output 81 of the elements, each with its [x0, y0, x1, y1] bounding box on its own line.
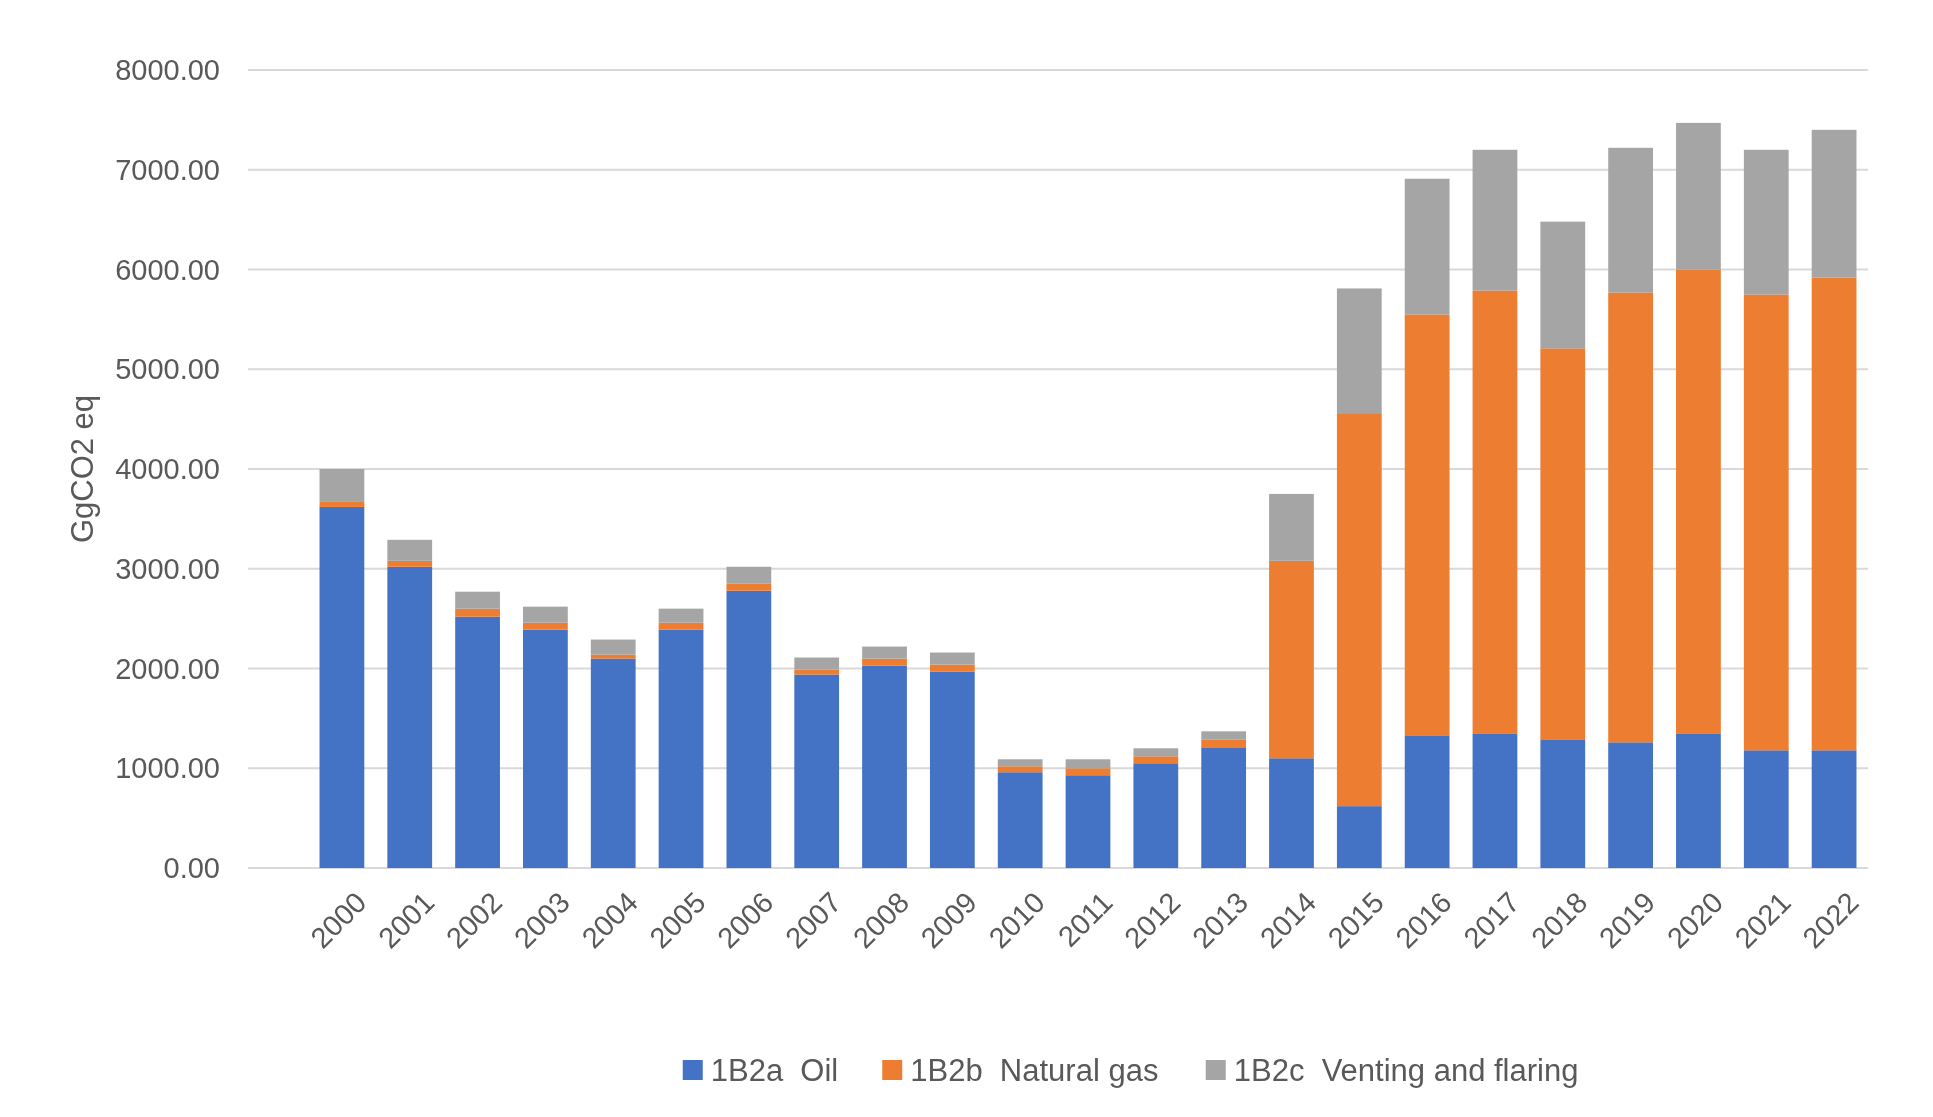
y-tick-label: 0.00 [163, 852, 220, 885]
y-tick-label: 7000.00 [115, 153, 220, 186]
bar [590, 658, 636, 868]
bar [1540, 348, 1586, 740]
bar [1065, 768, 1111, 776]
y-tick-label: 2000.00 [115, 652, 220, 685]
bar [590, 654, 636, 659]
bar [387, 566, 433, 868]
bar [997, 766, 1043, 773]
y-tick-label: 4000.00 [115, 453, 220, 486]
bar [455, 608, 500, 617]
bar [997, 759, 1043, 767]
bar [1743, 149, 1789, 295]
bar [997, 772, 1043, 868]
bar [1269, 493, 1314, 561]
legend-label: 1B2a Oil [710, 1052, 839, 1088]
bar [319, 501, 365, 507]
bar [1269, 560, 1314, 759]
bar [1201, 739, 1247, 748]
bar [319, 506, 365, 868]
bar [658, 622, 704, 630]
legend-label: 1B2b Natural gas [910, 1052, 1159, 1088]
bar [1201, 747, 1247, 868]
bar [726, 566, 772, 584]
bar [1676, 269, 1721, 734]
y-tick-label: 6000.00 [115, 253, 220, 286]
bar [794, 669, 840, 675]
bar [1743, 750, 1789, 868]
bar [1336, 413, 1382, 807]
bar [1608, 147, 1653, 293]
bar [794, 657, 840, 670]
bar [319, 469, 365, 502]
bar [862, 665, 907, 868]
bar [1065, 775, 1111, 868]
bar [1472, 149, 1518, 291]
bar [1133, 763, 1179, 868]
bar [726, 583, 772, 591]
bar [523, 629, 568, 868]
bar [658, 608, 704, 623]
bar [1201, 731, 1247, 740]
bar [387, 560, 433, 567]
bar [1336, 288, 1382, 414]
bar [1743, 294, 1789, 751]
bar [1608, 292, 1653, 743]
bar [455, 616, 500, 868]
y-tick-label: 5000.00 [115, 353, 220, 386]
bar [1065, 759, 1111, 769]
y-tick-label: 3000.00 [115, 552, 220, 585]
bar [1133, 748, 1179, 757]
bar [862, 646, 907, 659]
bar [1404, 735, 1450, 868]
bar [726, 590, 772, 868]
bar [1608, 742, 1653, 868]
bar [1269, 758, 1314, 868]
bar [1133, 756, 1179, 764]
bar [387, 539, 433, 561]
bar [658, 629, 704, 868]
bar [1472, 290, 1518, 734]
bar [590, 639, 636, 655]
bar [794, 674, 840, 868]
bar [1336, 806, 1382, 868]
y-tick-label: 1000.00 [115, 752, 220, 785]
y-tick-label: 8000.00 [115, 54, 220, 87]
bar [1404, 314, 1450, 736]
bar [1472, 733, 1518, 868]
bar [862, 658, 907, 666]
bar [929, 652, 975, 665]
bar [1676, 122, 1721, 270]
bar [455, 591, 500, 609]
bar [523, 622, 568, 630]
bar [1404, 178, 1450, 315]
bar [929, 671, 975, 868]
bar [523, 606, 568, 623]
legend-label: 1B2c Venting and flaring [1233, 1052, 1579, 1088]
bar [1811, 129, 1857, 278]
bar [1811, 277, 1857, 751]
bar [1540, 739, 1586, 868]
y-axis-title: GgCO2 eq [65, 394, 100, 544]
bar [1540, 221, 1586, 349]
bar [1676, 733, 1721, 868]
bar [1811, 750, 1857, 868]
